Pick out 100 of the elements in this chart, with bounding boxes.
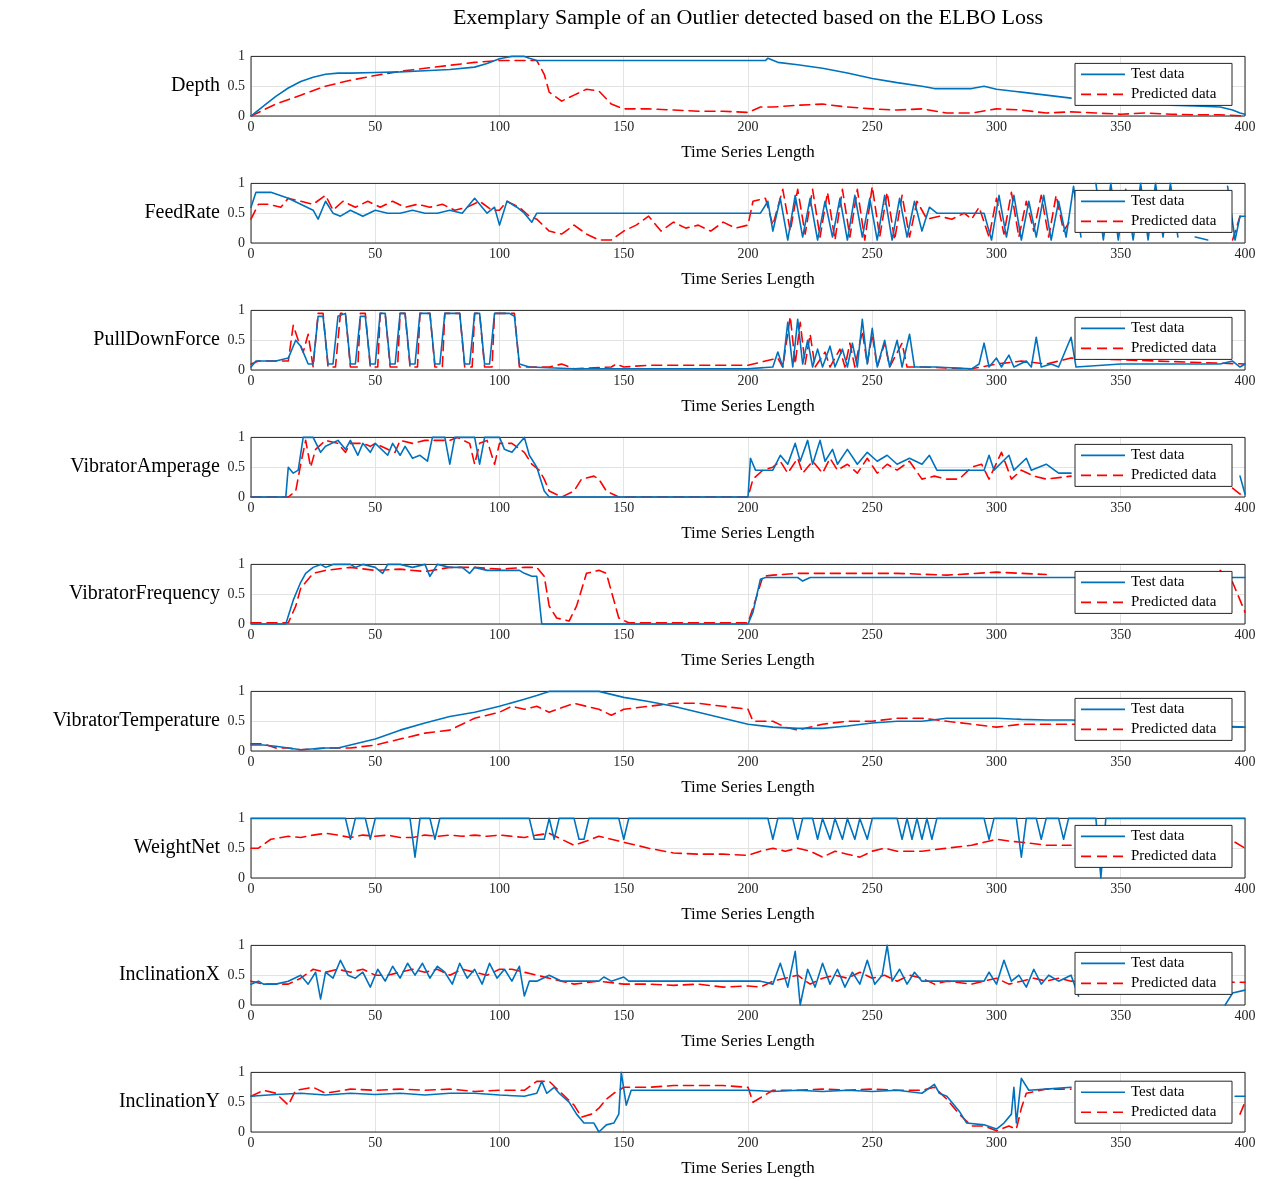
- y-tick-label: 0: [238, 361, 245, 377]
- x-tick-label: 250: [861, 627, 883, 643]
- x-tick-label: 300: [986, 881, 1007, 897]
- legend-label: Predicted data: [1131, 339, 1217, 356]
- legend-label: Predicted data: [1131, 720, 1217, 737]
- x-tick-label: 300: [986, 373, 1007, 389]
- y-tick-label: 1: [238, 683, 245, 699]
- x-tick-label: 50: [368, 500, 383, 516]
- line-series: [250, 968, 1246, 988]
- x-axis-title: Time Series Length: [681, 1031, 816, 1051]
- x-tick-label: 400: [1234, 119, 1256, 135]
- x-tick-label: 400: [1234, 881, 1256, 897]
- x-tick-label: 100: [489, 246, 510, 262]
- x-tick-label: 150: [613, 119, 635, 135]
- y-axis-title: Depth: [171, 73, 220, 97]
- series-label: Test data: [1131, 1083, 1185, 1100]
- x-tick-label: 150: [613, 881, 635, 897]
- x-axis-title: Time Series Length: [681, 904, 816, 924]
- y-axis-title: PullDownForce: [93, 327, 221, 350]
- legend-label: Test data: [1131, 446, 1185, 463]
- x-tick-label: 200: [737, 500, 759, 516]
- y-tick-label: 0: [238, 742, 245, 758]
- x-tick-label: 350: [1110, 1135, 1132, 1151]
- x-tick-label: 200: [737, 1008, 759, 1024]
- x-tick-label: 350: [1110, 246, 1132, 262]
- x-tick-label: 250: [861, 1135, 883, 1151]
- y-tick-label: 0.5: [227, 77, 245, 93]
- x-axis-title: Time Series Length: [681, 396, 816, 416]
- legend-label: Predicted data: [1131, 593, 1217, 610]
- x-tick-label: 50: [368, 1008, 383, 1024]
- y-tick-label: 0.5: [227, 966, 245, 982]
- x-axis-title: Time Series Length: [681, 777, 816, 797]
- x-tick-label: 350: [1110, 627, 1132, 643]
- y-tick-label: 0.5: [227, 839, 245, 855]
- x-tick-label: 200: [737, 373, 759, 389]
- x-tick-label: 200: [737, 881, 759, 897]
- x-tick-label: 150: [613, 500, 635, 516]
- x-tick-label: 100: [489, 881, 510, 897]
- x-tick-label: 300: [986, 119, 1007, 135]
- x-tick-label: 100: [489, 500, 510, 516]
- x-axis-title: Time Series Length: [681, 523, 816, 543]
- legend-label: Test data: [1131, 65, 1185, 82]
- y-tick-label: 1: [238, 937, 245, 953]
- x-tick-label: 50: [368, 881, 383, 897]
- y-tick-label: 1: [238, 429, 245, 445]
- y-tick-label: 0.5: [227, 1093, 245, 1109]
- legend-label: Predicted data: [1131, 1103, 1217, 1120]
- legend-label: Test data: [1131, 573, 1185, 590]
- y-tick-label: 1: [238, 48, 245, 64]
- y-tick-label: 1: [238, 810, 245, 826]
- y-axis-title: VibratorAmperage: [70, 454, 221, 478]
- y-axis-title: WeightNet: [133, 835, 221, 859]
- x-tick-label: 200: [737, 627, 759, 643]
- x-tick-label: 300: [986, 1135, 1007, 1151]
- x-tick-label: 200: [737, 119, 759, 135]
- x-tick-label: 250: [861, 119, 883, 135]
- x-tick-label: 250: [861, 373, 883, 389]
- legend-label: Test data: [1131, 319, 1185, 336]
- y-tick-label: 0: [238, 234, 245, 250]
- x-axis-title: Time Series Length: [681, 142, 816, 162]
- x-tick-label: 400: [1234, 1008, 1256, 1024]
- x-tick-label: 150: [613, 754, 635, 770]
- legend-label: Test data: [1131, 192, 1185, 209]
- x-tick-label: 400: [1234, 627, 1256, 643]
- x-tick-label: 100: [489, 373, 510, 389]
- x-tick-label: 300: [986, 754, 1007, 770]
- x-tick-label: 250: [861, 500, 883, 516]
- x-tick-label: 100: [489, 119, 510, 135]
- x-tick-label: 250: [861, 754, 883, 770]
- y-axis-title: FeedRate: [144, 200, 221, 223]
- y-tick-label: 0: [238, 488, 245, 504]
- y-tick-label: 1: [238, 175, 245, 191]
- y-axis-title: VibratorFrequency: [69, 581, 220, 605]
- x-tick-label: 250: [861, 1008, 883, 1024]
- x-tick-label: 150: [613, 246, 635, 262]
- x-axis-title: Time Series Length: [681, 650, 816, 670]
- x-tick-label: 200: [737, 754, 759, 770]
- legend-label: Predicted data: [1131, 974, 1217, 991]
- y-tick-label: 0: [238, 1123, 245, 1139]
- x-tick-label: 300: [986, 246, 1007, 262]
- x-tick-label: 200: [737, 1135, 759, 1151]
- x-tick-label: 250: [861, 881, 883, 897]
- y-tick-label: 0: [238, 615, 245, 631]
- x-tick-label: 50: [368, 119, 383, 135]
- x-tick-label: 150: [613, 1135, 635, 1151]
- legend-label: Test data: [1131, 700, 1185, 717]
- x-tick-label: 150: [613, 1008, 635, 1024]
- y-axis-title: InclinationY: [118, 1089, 220, 1112]
- x-tick-label: 150: [613, 627, 635, 643]
- x-tick-label: 150: [613, 373, 635, 389]
- x-tick-label: 50: [368, 627, 383, 643]
- y-tick-label: 1: [238, 556, 245, 572]
- x-tick-label: 400: [1234, 373, 1256, 389]
- x-tick-label: 300: [986, 500, 1007, 516]
- legend-label: Predicted data: [1131, 466, 1217, 483]
- x-tick-label: 400: [1234, 1135, 1256, 1151]
- x-tick-label: 400: [1234, 246, 1256, 262]
- x-tick-label: 350: [1110, 373, 1132, 389]
- y-tick-label: 0: [238, 107, 245, 123]
- x-tick-label: 350: [1110, 754, 1132, 770]
